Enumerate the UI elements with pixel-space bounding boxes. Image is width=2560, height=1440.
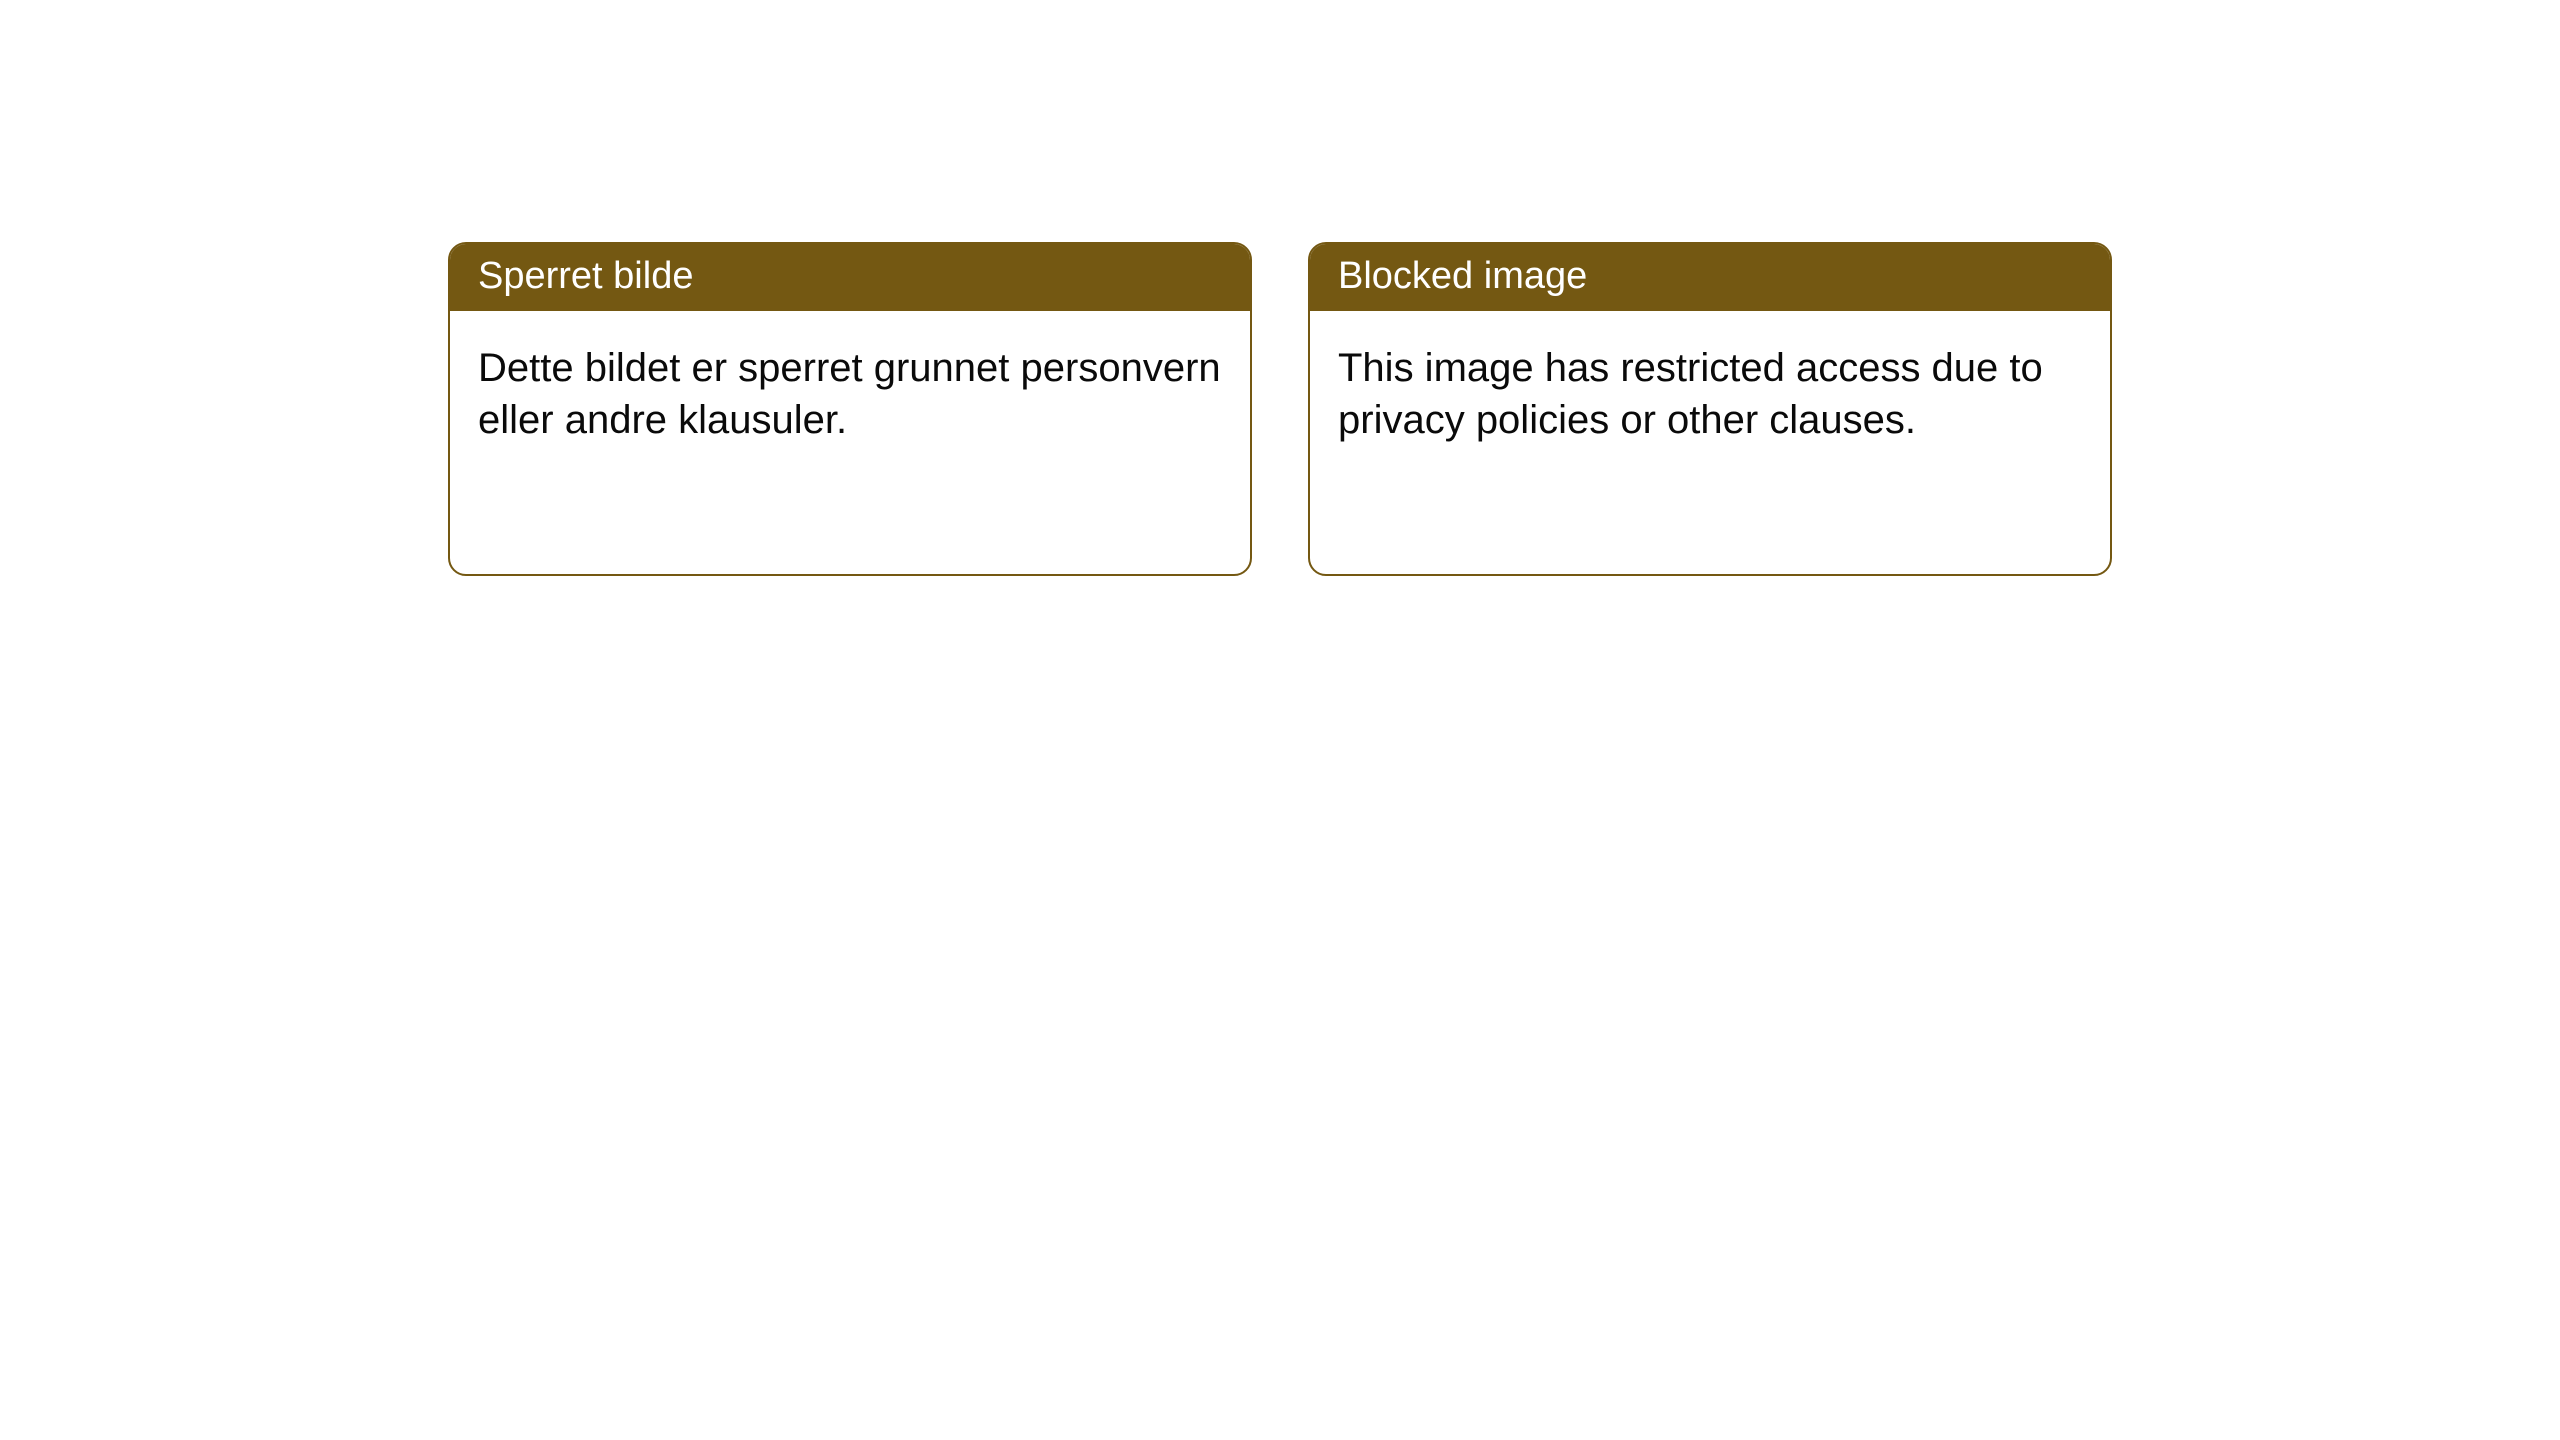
card-body-norwegian: Dette bildet er sperret grunnet personve… [450,311,1250,477]
notice-container: Sperret bilde Dette bildet er sperret gr… [0,0,2560,576]
card-body-english: This image has restricted access due to … [1310,311,2110,477]
notice-card-english: Blocked image This image has restricted … [1308,242,2112,576]
notice-card-norwegian: Sperret bilde Dette bildet er sperret gr… [448,242,1252,576]
card-header-english: Blocked image [1310,244,2110,311]
card-header-norwegian: Sperret bilde [450,244,1250,311]
